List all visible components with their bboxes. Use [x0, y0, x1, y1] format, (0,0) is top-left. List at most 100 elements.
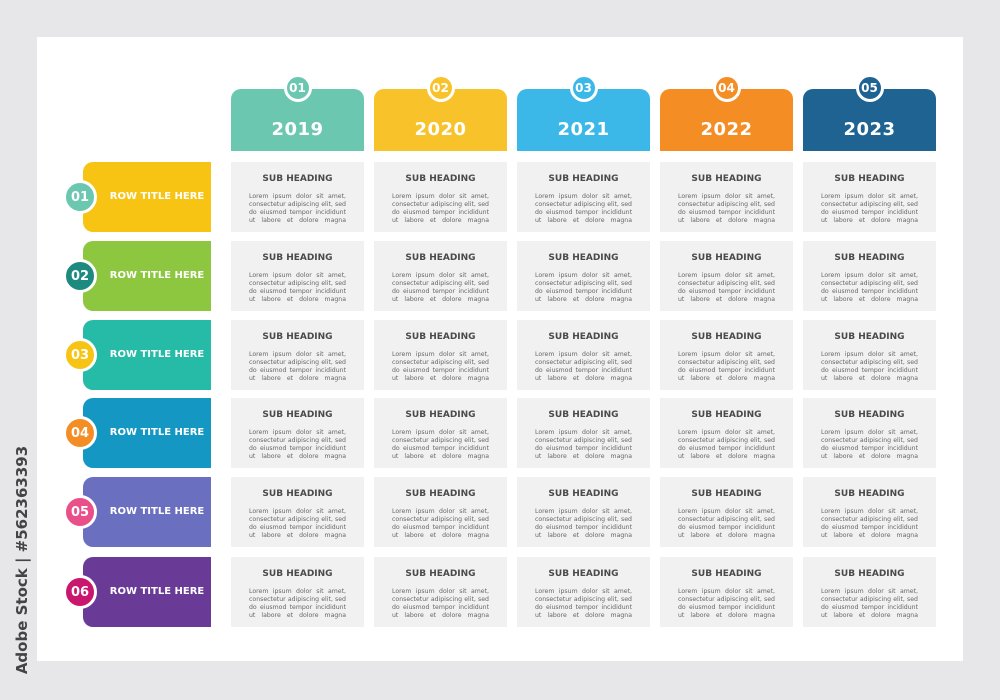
row-number-badge: 03	[63, 338, 97, 372]
cell-body-text: Lorem ipsum dolor sit amet, consectetur …	[249, 193, 346, 224]
column-year: 2021	[557, 119, 610, 140]
column-number-badge: 02	[426, 74, 455, 102]
cell-sub-heading: SUB HEADING	[548, 253, 619, 263]
cell-sub-heading: SUB HEADING	[834, 174, 905, 184]
cell-sub-heading: SUB HEADING	[405, 253, 476, 263]
cell-body-text: Lorem ipsum dolor sit amet, consectetur …	[821, 429, 918, 460]
cell-sub-heading: SUB HEADING	[262, 489, 333, 499]
cell-body-text: Lorem ipsum dolor sit amet, consectetur …	[392, 588, 489, 619]
cell-sub-heading: SUB HEADING	[262, 253, 333, 263]
column-number-badge: 05	[855, 74, 884, 102]
row-header: ROW TITLE HERE	[83, 477, 211, 547]
table-cell: SUB HEADING Lorem ipsum dolor sit amet, c…	[517, 241, 650, 311]
table-cell: SUB HEADING Lorem ipsum dolor sit amet, c…	[660, 557, 793, 627]
cell-body-text: Lorem ipsum dolor sit amet, consectetur …	[678, 193, 775, 224]
table-cell: SUB HEADING Lorem ipsum dolor sit amet, c…	[660, 162, 793, 232]
table-cell: SUB HEADING Lorem ipsum dolor sit amet, c…	[803, 241, 936, 311]
cell-sub-heading: SUB HEADING	[691, 489, 762, 499]
column-header: 01 2019	[231, 74, 364, 151]
cell-body-text: Lorem ipsum dolor sit amet, consectetur …	[249, 272, 346, 303]
cell-sub-heading: SUB HEADING	[548, 489, 619, 499]
row-number-badge: 01	[63, 180, 97, 214]
table-cell: SUB HEADING Lorem ipsum dolor sit amet, c…	[374, 398, 507, 468]
cell-sub-heading: SUB HEADING	[405, 489, 476, 499]
cell-sub-heading: SUB HEADING	[262, 174, 333, 184]
column-header: 03 2021	[517, 74, 650, 151]
cell-sub-heading: SUB HEADING	[834, 332, 905, 342]
table-cell: SUB HEADING Lorem ipsum dolor sit amet, c…	[660, 241, 793, 311]
table-cell: SUB HEADING Lorem ipsum dolor sit amet, c…	[231, 320, 364, 390]
cell-sub-heading: SUB HEADING	[548, 174, 619, 184]
table-cell: SUB HEADING Lorem ipsum dolor sit amet, c…	[231, 477, 364, 547]
row-header: ROW TITLE HERE	[83, 241, 211, 311]
cell-sub-heading: SUB HEADING	[691, 174, 762, 184]
cell-body-text: Lorem ipsum dolor sit amet, consectetur …	[535, 429, 632, 460]
cell-sub-heading: SUB HEADING	[405, 174, 476, 184]
column-year: 2020	[414, 119, 467, 140]
cell-sub-heading: SUB HEADING	[691, 569, 762, 579]
cell-sub-heading: SUB HEADING	[834, 410, 905, 420]
cell-sub-heading: SUB HEADING	[405, 410, 476, 420]
cell-sub-heading: SUB HEADING	[548, 569, 619, 579]
table-cell: SUB HEADING Lorem ipsum dolor sit amet, c…	[374, 241, 507, 311]
column-number-badge: 01	[283, 74, 312, 102]
cell-body-text: Lorem ipsum dolor sit amet, consectetur …	[392, 193, 489, 224]
cell-sub-heading: SUB HEADING	[405, 332, 476, 342]
table-cell: SUB HEADING Lorem ipsum dolor sit amet, c…	[231, 557, 364, 627]
cell-sub-heading: SUB HEADING	[691, 253, 762, 263]
column-header: 02 2020	[374, 74, 507, 151]
table-cell: SUB HEADING Lorem ipsum dolor sit amet, c…	[660, 320, 793, 390]
row-header: ROW TITLE HERE	[83, 557, 211, 627]
row-number-badge: 04	[63, 416, 97, 450]
cell-sub-heading: SUB HEADING	[262, 410, 333, 420]
cell-body-text: Lorem ipsum dolor sit amet, consectetur …	[535, 272, 632, 303]
table-cell: SUB HEADING Lorem ipsum dolor sit amet, c…	[517, 477, 650, 547]
cell-sub-heading: SUB HEADING	[262, 569, 333, 579]
table-cell: SUB HEADING Lorem ipsum dolor sit amet, c…	[374, 320, 507, 390]
row-header: ROW TITLE HERE	[83, 320, 211, 390]
table-cell: SUB HEADING Lorem ipsum dolor sit amet, c…	[803, 477, 936, 547]
table-cell: SUB HEADING Lorem ipsum dolor sit amet, c…	[803, 557, 936, 627]
column-number-badge: 03	[569, 74, 598, 102]
cell-body-text: Lorem ipsum dolor sit amet, consectetur …	[249, 508, 346, 539]
table-cell: SUB HEADING Lorem ipsum dolor sit amet, c…	[374, 557, 507, 627]
cell-body-text: Lorem ipsum dolor sit amet, consectetur …	[249, 429, 346, 460]
row-title: ROW TITLE HERE	[109, 270, 205, 281]
column-header: 04 2022	[660, 74, 793, 151]
cell-sub-heading: SUB HEADING	[834, 569, 905, 579]
cell-sub-heading: SUB HEADING	[691, 410, 762, 420]
row-title: ROW TITLE HERE	[109, 586, 205, 597]
cell-body-text: Lorem ipsum dolor sit amet, consectetur …	[678, 272, 775, 303]
column-year: 2019	[271, 119, 324, 140]
cell-body-text: Lorem ipsum dolor sit amet, consectetur …	[535, 351, 632, 382]
cell-body-text: Lorem ipsum dolor sit amet, consectetur …	[678, 508, 775, 539]
stock-id-watermark: Adobe Stock | #562363393	[10, 446, 34, 674]
row-number-badge: 02	[63, 259, 97, 293]
table-cell: SUB HEADING Lorem ipsum dolor sit amet, c…	[660, 398, 793, 468]
cell-body-text: Lorem ipsum dolor sit amet, consectetur …	[392, 508, 489, 539]
cell-sub-heading: SUB HEADING	[834, 253, 905, 263]
table-cell: SUB HEADING Lorem ipsum dolor sit amet, c…	[517, 557, 650, 627]
row-header: ROW TITLE HERE	[83, 162, 211, 232]
row-title: ROW TITLE HERE	[109, 506, 205, 517]
table-cell: SUB HEADING Lorem ipsum dolor sit amet, c…	[803, 398, 936, 468]
column-number-badge: 04	[712, 74, 741, 102]
table-cell: SUB HEADING Lorem ipsum dolor sit amet, c…	[231, 241, 364, 311]
table-cell: SUB HEADING Lorem ipsum dolor sit amet, c…	[660, 477, 793, 547]
table-cell: SUB HEADING Lorem ipsum dolor sit amet, c…	[517, 320, 650, 390]
table-cell: SUB HEADING Lorem ipsum dolor sit amet, c…	[517, 162, 650, 232]
cell-sub-heading: SUB HEADING	[548, 410, 619, 420]
cell-body-text: Lorem ipsum dolor sit amet, consectetur …	[821, 193, 918, 224]
table-cell: SUB HEADING Lorem ipsum dolor sit amet, c…	[803, 162, 936, 232]
cell-body-text: Lorem ipsum dolor sit amet, consectetur …	[392, 351, 489, 382]
cell-body-text: Lorem ipsum dolor sit amet, consectetur …	[678, 429, 775, 460]
column-year: 2022	[700, 119, 753, 140]
stock-id-text: Adobe Stock | #562363393	[13, 445, 31, 675]
table-cell: SUB HEADING Lorem ipsum dolor sit amet, c…	[231, 398, 364, 468]
row-title: ROW TITLE HERE	[109, 427, 205, 438]
cell-body-text: Lorem ipsum dolor sit amet, consectetur …	[535, 588, 632, 619]
cell-body-text: Lorem ipsum dolor sit amet, consectetur …	[821, 588, 918, 619]
cell-sub-heading: SUB HEADING	[262, 332, 333, 342]
cell-body-text: Lorem ipsum dolor sit amet, consectetur …	[392, 429, 489, 460]
column-header: 05 2023	[803, 74, 936, 151]
